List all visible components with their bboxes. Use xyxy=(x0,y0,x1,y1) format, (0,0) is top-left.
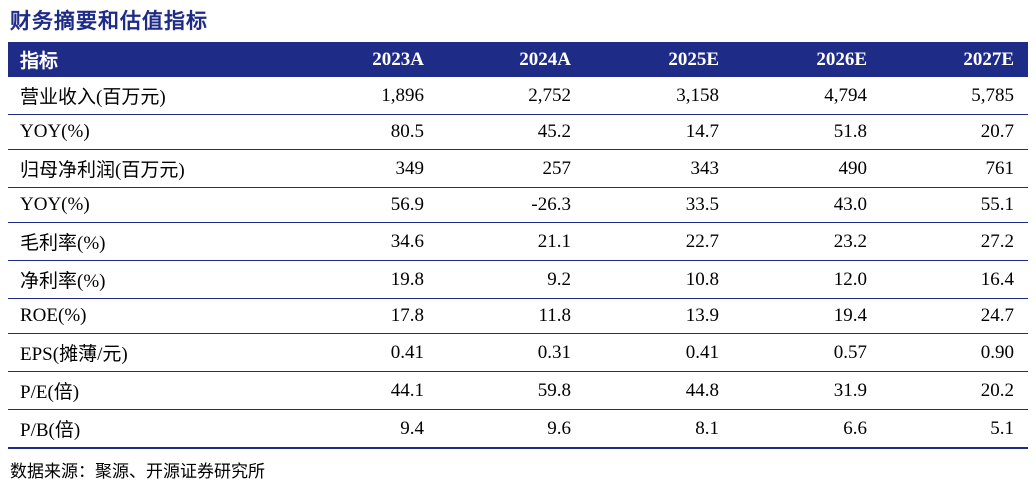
row-value: 22.7 xyxy=(585,222,733,261)
row-label: P/B(倍) xyxy=(8,409,290,449)
table-row: 归母净利润(百万元) 349 257 343 490 761 xyxy=(8,149,1028,188)
row-value: -26.3 xyxy=(438,187,585,223)
row-value: 17.8 xyxy=(290,298,438,334)
row-value: 9.2 xyxy=(438,260,585,299)
row-value: 3,158 xyxy=(585,77,733,115)
header-row: 指标 2023A 2024A 2025E 2026E 2027E xyxy=(8,42,1028,77)
row-value: 20.7 xyxy=(881,114,1028,150)
row-value: 80.5 xyxy=(290,114,438,150)
page-title: 财务摘要和估值指标 xyxy=(10,9,208,33)
row-value: 0.41 xyxy=(585,333,733,372)
row-value: 0.41 xyxy=(290,333,438,372)
row-value: 45.2 xyxy=(438,114,585,150)
row-value: 31.9 xyxy=(733,371,881,410)
header-cell-year: 2027E xyxy=(881,42,1028,77)
row-value: 5.1 xyxy=(881,409,1028,449)
table-body: 营业收入(百万元) 1,896 2,752 3,158 4,794 5,785 YOY(%)… xyxy=(8,77,1028,449)
row-label: YOY(%) xyxy=(8,187,290,223)
row-label: EPS(摊薄/元) xyxy=(8,333,290,372)
row-label: ROE(%) xyxy=(8,298,290,334)
data-source: 数据来源：聚源、开源证券研究所 xyxy=(10,462,265,481)
row-value: 349 xyxy=(290,149,438,188)
row-value: 44.1 xyxy=(290,371,438,410)
row-value: 16.4 xyxy=(881,260,1028,299)
row-value: 6.6 xyxy=(733,409,881,449)
row-value: 56.9 xyxy=(290,187,438,223)
table-row: P/E(倍) 44.1 59.8 44.8 31.9 20.2 xyxy=(8,371,1028,410)
row-value: 257 xyxy=(438,149,585,188)
row-value: 23.2 xyxy=(733,222,881,261)
row-value: 10.8 xyxy=(585,260,733,299)
row-value: 761 xyxy=(881,149,1028,188)
row-value: 9.4 xyxy=(290,409,438,449)
table-row: YOY(%) 80.5 45.2 14.7 51.8 20.7 xyxy=(8,114,1028,150)
row-value: 21.1 xyxy=(438,222,585,261)
row-value: 1,896 xyxy=(290,77,438,115)
table-row: EPS(摊薄/元) 0.41 0.31 0.41 0.57 0.90 xyxy=(8,333,1028,372)
row-value: 0.57 xyxy=(733,333,881,372)
table-row: 净利率(%) 19.8 9.2 10.8 12.0 16.4 xyxy=(8,260,1028,299)
row-value: 0.31 xyxy=(438,333,585,372)
row-label: 净利率(%) xyxy=(8,260,290,299)
table-row: ROE(%) 17.8 11.8 13.9 19.4 24.7 xyxy=(8,298,1028,334)
row-label: P/E(倍) xyxy=(8,371,290,410)
row-value: 11.8 xyxy=(438,298,585,334)
row-value: 27.2 xyxy=(881,222,1028,261)
row-value: 4,794 xyxy=(733,77,881,115)
row-label: 毛利率(%) xyxy=(8,222,290,261)
table-row: 营业收入(百万元) 1,896 2,752 3,158 4,794 5,785 xyxy=(8,77,1028,115)
financial-table: 指标 2023A 2024A 2025E 2026E 2027E 营业收入(百万元) 1,8… xyxy=(8,42,1028,449)
row-value: 33.5 xyxy=(585,187,733,223)
row-value: 19.4 xyxy=(733,298,881,334)
table-row: 毛利率(%) 34.6 21.1 22.7 23.2 27.2 xyxy=(8,222,1028,261)
row-value: 9.6 xyxy=(438,409,585,449)
row-value: 0.90 xyxy=(881,333,1028,372)
table-header: 指标 2023A 2024A 2025E 2026E 2027E xyxy=(8,42,1028,77)
row-value: 34.6 xyxy=(290,222,438,261)
row-value: 490 xyxy=(733,149,881,188)
row-value: 19.8 xyxy=(290,260,438,299)
row-value: 51.8 xyxy=(733,114,881,150)
header-cell-metric: 指标 xyxy=(8,42,290,77)
table-row: YOY(%) 56.9 -26.3 33.5 43.0 55.1 xyxy=(8,187,1028,223)
row-value: 24.7 xyxy=(881,298,1028,334)
row-value: 8.1 xyxy=(585,409,733,449)
table-row: P/B(倍) 9.4 9.6 8.1 6.6 5.1 xyxy=(8,409,1028,449)
row-value: 44.8 xyxy=(585,371,733,410)
row-label: 归母净利润(百万元) xyxy=(8,149,290,188)
row-value: 20.2 xyxy=(881,371,1028,410)
header-cell-year: 2026E xyxy=(733,42,881,77)
row-value: 12.0 xyxy=(733,260,881,299)
row-value: 14.7 xyxy=(585,114,733,150)
row-value: 55.1 xyxy=(881,187,1028,223)
row-value: 59.8 xyxy=(438,371,585,410)
row-value: 43.0 xyxy=(733,187,881,223)
row-value: 343 xyxy=(585,149,733,188)
header-cell-year: 2024A xyxy=(438,42,585,77)
row-label: YOY(%) xyxy=(8,114,290,150)
header-cell-year: 2023A xyxy=(290,42,438,77)
row-label: 营业收入(百万元) xyxy=(8,77,290,115)
row-value: 13.9 xyxy=(585,298,733,334)
row-value: 5,785 xyxy=(881,77,1028,115)
row-value: 2,752 xyxy=(438,77,585,115)
header-cell-year: 2025E xyxy=(585,42,733,77)
